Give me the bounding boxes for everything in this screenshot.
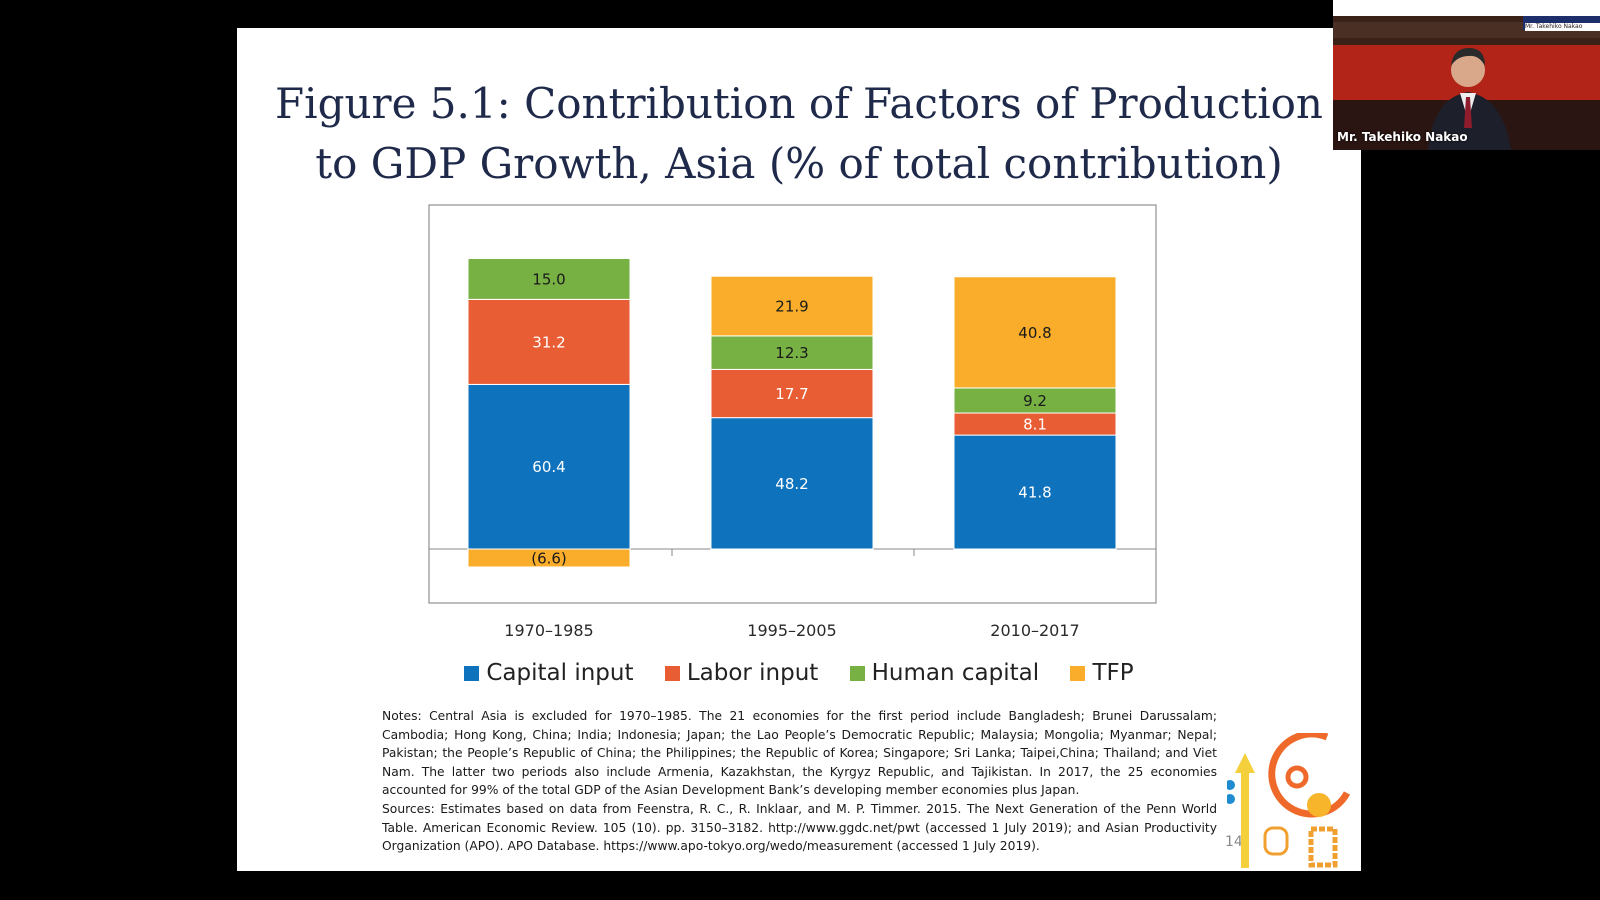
data-label: 15.0: [532, 270, 565, 288]
chart-legend: Capital input Labor input Human capital …: [237, 660, 1361, 686]
data-label: 40.8: [1018, 324, 1051, 342]
bar-segment-capital-input-2: [710, 417, 874, 550]
speaker-name-label: Mr. Takehiko Nakao: [1337, 130, 1468, 144]
notes-paragraph: Notes: Central Asia is excluded for 1970…: [382, 709, 1217, 798]
bar-segment-capital-input-1: [467, 383, 631, 550]
category-label: 2010–2017: [990, 621, 1079, 640]
decorative-logo-graphic: [1227, 733, 1351, 868]
legend-swatch-tfp: [1070, 666, 1086, 681]
data-label: 60.4: [532, 458, 565, 476]
dot-icon: [1227, 794, 1235, 804]
video-header-strip: [1333, 0, 1600, 16]
legend-swatch-labor: [664, 666, 680, 681]
legend-swatch-human-capital: [849, 666, 865, 681]
data-label: 48.2: [775, 475, 808, 493]
chart-notes: Notes: Central Asia is excluded for 1970…: [382, 707, 1217, 856]
legend-swatch-capital: [464, 666, 480, 681]
target-icon: [1285, 765, 1309, 789]
legend-label-human-capital: Human capital: [871, 660, 1040, 686]
video-name-tag: Mr. Takehiko Nakao: [1525, 23, 1600, 31]
title-line-2: to GDP Growth, Asia (% of total contribu…: [315, 139, 1283, 188]
bar-segment-tfp-3: [953, 276, 1117, 389]
video-scene: [1333, 16, 1600, 150]
bar-segment-capital-input-3: [953, 434, 1117, 550]
legend-label-tfp: TFP: [1092, 660, 1134, 686]
data-label: 9.2: [1023, 392, 1047, 410]
arrow-up-icon: [1235, 753, 1255, 868]
bar-segment-labor-input-1: [467, 298, 631, 385]
video-feed: Mr. Takehiko Nakao Mr. Takehiko Nakao: [1333, 0, 1600, 150]
category-labels-layer: 1970–1985 1995–2005 2010–2017: [504, 621, 1079, 640]
bar-segment-human-capital-1: [467, 258, 631, 300]
legend-item-capital: Capital input: [464, 660, 634, 686]
value-labels-layer: 60.4 31.2 15.0 (6.6) 48.2 17.7 12.3 21.9 41.8 8.1…: [531, 270, 1051, 567]
legend-label-capital: Capital input: [486, 660, 634, 686]
plot-frame: [428, 204, 1157, 604]
stacked-bar-chart: 60.4 31.2 15.0 (6.6) 48.2 17.7 12.3 21.9 41.8 8.1…: [428, 204, 1157, 640]
page-number: 14: [1225, 834, 1243, 850]
slide: Figure 5.1: Contribution of Factors of P…: [237, 28, 1361, 871]
data-label: 17.7: [775, 385, 808, 403]
bar-segment-human-capital-3: [953, 387, 1117, 414]
data-label: 41.8: [1018, 484, 1051, 502]
category-label: 1995–2005: [747, 621, 836, 640]
bar-segment-tfp-2: [710, 275, 874, 337]
data-label: 31.2: [532, 333, 565, 351]
bar-segment-labor-input-2: [710, 368, 874, 419]
title-line-1: Figure 5.1: Contribution of Factors of P…: [275, 79, 1323, 128]
speaker-tie: [1464, 97, 1472, 128]
grid-icon: [1308, 826, 1338, 868]
data-label: 12.3: [775, 344, 808, 362]
legend-label-labor: Labor input: [686, 660, 819, 686]
data-label: 8.1: [1023, 416, 1047, 434]
bars-layer: [467, 258, 1117, 568]
database-icon: [1263, 826, 1289, 856]
slide-title: Figure 5.1: Contribution of Factors of P…: [237, 74, 1361, 194]
dot-icon: [1227, 780, 1235, 790]
speaker-head: [1451, 53, 1485, 87]
sun-icon: [1307, 793, 1331, 817]
category-label: 1970–1985: [504, 621, 593, 640]
data-label: 21.9: [775, 298, 808, 316]
sources-paragraph: Sources: Estimates based on data from Fe…: [382, 801, 1217, 854]
legend-item-labor: Labor input: [664, 660, 819, 686]
legend-item-tfp: TFP: [1070, 660, 1134, 686]
data-label: (6.6): [531, 549, 567, 567]
legend-item-human-capital: Human capital: [849, 660, 1040, 686]
speaker-hair: [1451, 48, 1485, 66]
bar-segment-tfp-1: [467, 548, 631, 568]
